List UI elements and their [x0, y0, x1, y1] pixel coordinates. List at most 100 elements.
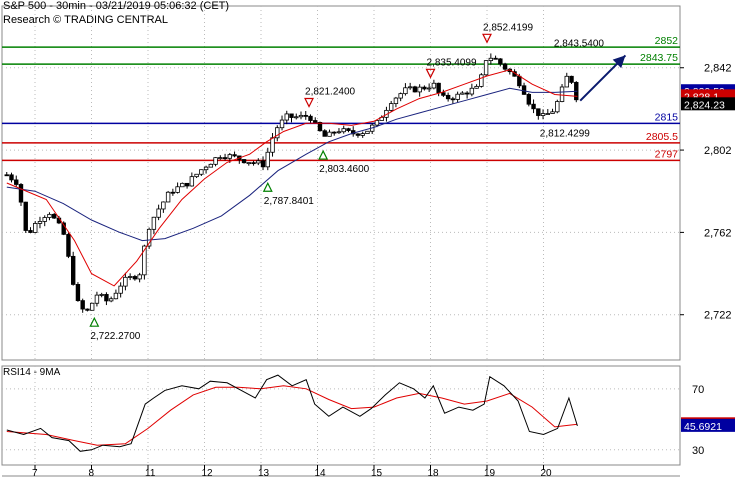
- candle: [4, 171, 9, 177]
- x-tick-label: 11: [145, 468, 156, 479]
- candle-body: [18, 184, 24, 203]
- candle-body: [132, 276, 138, 280]
- candle: [203, 165, 209, 174]
- candle-body: [360, 133, 365, 136]
- candle: [313, 117, 318, 124]
- rsi-tick-label: 30: [692, 445, 704, 457]
- candle: [80, 298, 85, 313]
- candle: [123, 272, 128, 291]
- candle-body: [146, 228, 152, 247]
- candle-body: [85, 308, 90, 311]
- candle-body: [569, 75, 574, 83]
- candle-body: [89, 302, 95, 311]
- candle: [232, 151, 237, 158]
- candle-body: [294, 116, 299, 119]
- candle: [403, 83, 408, 96]
- annotation-label: 2,803.4600: [319, 164, 369, 175]
- candle: [365, 130, 370, 135]
- annotation-label: 2,852.4199: [483, 22, 533, 33]
- annotation-label: 2,722.2700: [90, 331, 140, 342]
- candle: [180, 182, 185, 188]
- candle-body: [322, 130, 327, 137]
- candle: [108, 296, 114, 303]
- candle: [127, 273, 133, 281]
- candle-body: [559, 86, 565, 102]
- x-tick-label: 8: [89, 468, 95, 479]
- candle-body: [303, 114, 308, 117]
- candle-body: [388, 103, 394, 111]
- candle: [488, 53, 494, 65]
- candle: [479, 73, 484, 88]
- candle-body: [33, 223, 38, 233]
- candle: [412, 85, 418, 93]
- candle: [85, 308, 90, 312]
- candle-body: [374, 120, 380, 126]
- candle-body: [170, 191, 176, 194]
- candle: [132, 274, 138, 281]
- candle-body: [227, 154, 233, 159]
- level-label: 2797: [655, 148, 679, 160]
- candle-body: [241, 159, 247, 164]
- annotation-label: 2,812.4299: [540, 129, 590, 140]
- candle: [42, 215, 47, 227]
- candle-body: [540, 113, 546, 116]
- candle-body: [137, 274, 142, 280]
- rsi-line: [6, 374, 578, 452]
- candle: [303, 111, 308, 120]
- candle-body: [412, 86, 418, 93]
- candle-body: [483, 60, 489, 76]
- level-label: 2852: [655, 35, 679, 47]
- candle-body: [104, 294, 109, 302]
- candle-body: [218, 157, 223, 159]
- candle: [341, 125, 346, 134]
- candle: [189, 172, 195, 187]
- candle: [99, 292, 104, 298]
- candle: [113, 289, 119, 300]
- candle-body: [308, 115, 313, 121]
- candle-body: [194, 173, 199, 178]
- candle: [208, 163, 214, 168]
- candle: [270, 133, 275, 157]
- candle: [9, 172, 14, 183]
- candle-body: [151, 216, 157, 230]
- rsi-tick-label: 70: [692, 384, 704, 396]
- candle: [455, 91, 460, 103]
- candle-body: [118, 285, 123, 294]
- candle: [445, 92, 451, 102]
- candle-body: [336, 131, 342, 134]
- candle: [498, 58, 503, 67]
- candle: [218, 155, 223, 160]
- candle-body: [161, 201, 166, 210]
- x-tick-label: 19: [484, 468, 496, 479]
- candle-body: [422, 86, 427, 90]
- candle: [526, 92, 532, 107]
- candle: [70, 251, 76, 286]
- candle: [441, 89, 446, 97]
- price-tag: 2,824.23: [681, 97, 735, 111]
- candle-body: [142, 245, 147, 276]
- rsi-tag: 45.6921: [681, 418, 735, 433]
- candle-body: [346, 128, 351, 131]
- swing-low-marker: [89, 316, 100, 327]
- candle: [298, 111, 304, 120]
- candle-body: [479, 74, 484, 87]
- candle-body: [61, 222, 66, 235]
- candle-body: [4, 174, 9, 177]
- candle: [151, 216, 157, 235]
- forecast-arrow-head: [612, 55, 626, 69]
- candle: [104, 292, 109, 306]
- price-tag-box: [681, 97, 735, 111]
- candle: [156, 204, 161, 221]
- candle-body: [398, 93, 403, 99]
- swing-low-marker: [262, 181, 273, 192]
- candle-body: [488, 57, 494, 61]
- candle-body: [66, 233, 71, 257]
- slow-moving-average-line: [6, 87, 578, 242]
- candle: [37, 216, 43, 229]
- candle-body: [289, 113, 294, 118]
- candle-body: [526, 93, 532, 105]
- price-pane-frame: [1, 5, 681, 361]
- candle: [502, 62, 508, 72]
- candle: [75, 282, 81, 302]
- candle: [241, 159, 247, 164]
